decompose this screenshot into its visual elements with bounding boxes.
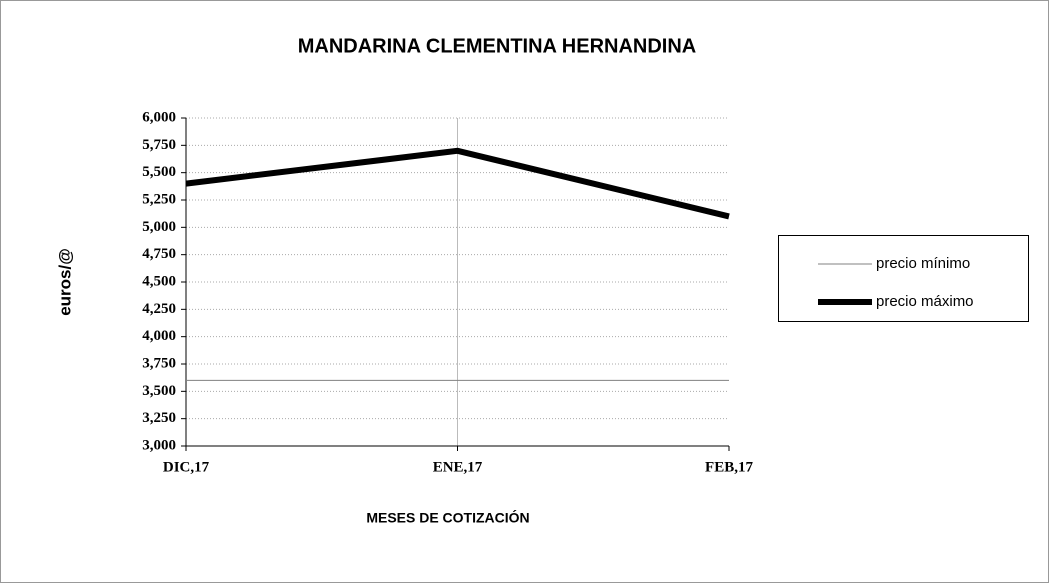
y-tick-label: 3,750 — [142, 355, 176, 371]
x-tick-label: ENE,17 — [433, 459, 483, 475]
y-tick-label: 5,250 — [142, 191, 176, 207]
y-axis-label: euros/@ — [55, 248, 74, 316]
y-tick-label: 3,250 — [142, 410, 176, 426]
x-tick-label: FEB,17 — [705, 459, 753, 475]
y-tick-label: 5,500 — [142, 164, 176, 180]
y-tick-label: 4,000 — [142, 328, 176, 344]
y-tick-label: 3,000 — [142, 437, 176, 453]
y-tick-label: 5,750 — [142, 137, 176, 153]
y-tick-label: 4,500 — [142, 273, 176, 289]
y-tick-label: 5,000 — [142, 219, 176, 235]
y-tick-label: 4,750 — [142, 246, 176, 262]
y-tick-label: 4,250 — [142, 301, 176, 317]
x-tick-label: DIC,17 — [163, 459, 210, 475]
legend-label: precio mínimo — [876, 255, 970, 272]
legend-label: precio máximo — [876, 293, 974, 310]
legend — [778, 235, 1029, 322]
series-line — [185, 147, 730, 220]
y-tick-label: 3,500 — [142, 383, 176, 399]
x-axis-label: MESES DE COTIZACIÓN — [366, 509, 529, 526]
chart-title: MANDARINA CLEMENTINA HERNANDINA — [298, 35, 697, 57]
y-tick-label: 6,000 — [142, 109, 176, 125]
